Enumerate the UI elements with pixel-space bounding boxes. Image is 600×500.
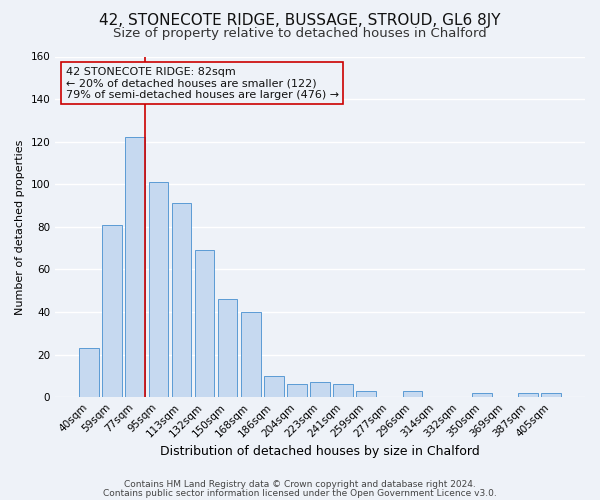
Text: 42 STONECOTE RIDGE: 82sqm
← 20% of detached houses are smaller (122)
79% of semi: 42 STONECOTE RIDGE: 82sqm ← 20% of detac… [66,66,339,100]
Bar [310,382,330,397]
Bar [518,393,538,397]
Bar [195,250,214,397]
X-axis label: Distribution of detached houses by size in Chalford: Distribution of detached houses by size … [160,444,480,458]
Bar [79,348,99,397]
Bar [287,384,307,397]
Text: 42, STONECOTE RIDGE, BUSSAGE, STROUD, GL6 8JY: 42, STONECOTE RIDGE, BUSSAGE, STROUD, GL… [99,12,501,28]
Bar [125,138,145,397]
Bar [241,312,260,397]
Bar [172,204,191,397]
Y-axis label: Number of detached properties: Number of detached properties [15,139,25,314]
Bar [541,393,561,397]
Bar [103,224,122,397]
Text: Contains public sector information licensed under the Open Government Licence v3: Contains public sector information licen… [103,488,497,498]
Bar [472,393,491,397]
Bar [149,182,168,397]
Bar [218,300,238,397]
Bar [356,391,376,397]
Bar [403,391,422,397]
Bar [264,376,284,397]
Text: Size of property relative to detached houses in Chalford: Size of property relative to detached ho… [113,28,487,40]
Text: Contains HM Land Registry data © Crown copyright and database right 2024.: Contains HM Land Registry data © Crown c… [124,480,476,489]
Bar [334,384,353,397]
